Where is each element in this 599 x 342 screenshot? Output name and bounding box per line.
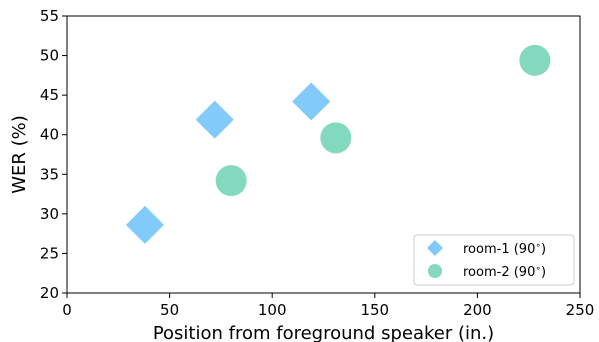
legend-marker-2 — [428, 264, 442, 278]
x-tick-label-3: 100 — [258, 301, 287, 319]
y-axis-title: WER (%) — [9, 115, 30, 194]
y-tick-label-4: 35 — [40, 165, 59, 183]
legend-marker-1 — [427, 240, 443, 256]
y-tick-label-8: 55 — [40, 7, 59, 25]
legend-box — [413, 234, 575, 286]
plot-area: 0 50 100 150 200 250 20 25 30 35 40 45 50 55 — [40, 7, 594, 319]
y-tick-label-7: 50 — [40, 47, 59, 65]
x-tick-label-6: 250 — [566, 301, 595, 319]
data-point-series2-2 — [320, 122, 352, 154]
x-tick-label-2: 50 — [160, 301, 179, 319]
data-point-series1-1 — [125, 205, 164, 244]
y-tick-label-6: 45 — [40, 86, 59, 104]
legend-label-1: room-1 (90∘) — [463, 241, 546, 257]
y-tick-label-1: 20 — [40, 284, 59, 302]
x-tick-label-5: 200 — [463, 301, 492, 319]
legend: room-1 (90∘) room-2 (90∘) — [413, 234, 575, 286]
legend-label-2: room-2 (90∘) — [463, 264, 546, 280]
data-point-series2-3 — [519, 44, 551, 76]
x-tick-label-1: 0 — [62, 301, 72, 319]
data-point-series1-2 — [195, 100, 234, 139]
y-tick-label-2: 25 — [40, 244, 59, 262]
plot-frame — [66, 15, 581, 294]
x-tick-label-4: 150 — [360, 301, 389, 319]
y-tick-label-5: 40 — [40, 126, 59, 144]
x-axis-title: Position from foreground speaker (in.) — [153, 323, 494, 342]
data-point-series1-3 — [292, 82, 331, 121]
y-tick-label-3: 30 — [40, 205, 59, 223]
data-point-series2-1 — [215, 165, 247, 197]
